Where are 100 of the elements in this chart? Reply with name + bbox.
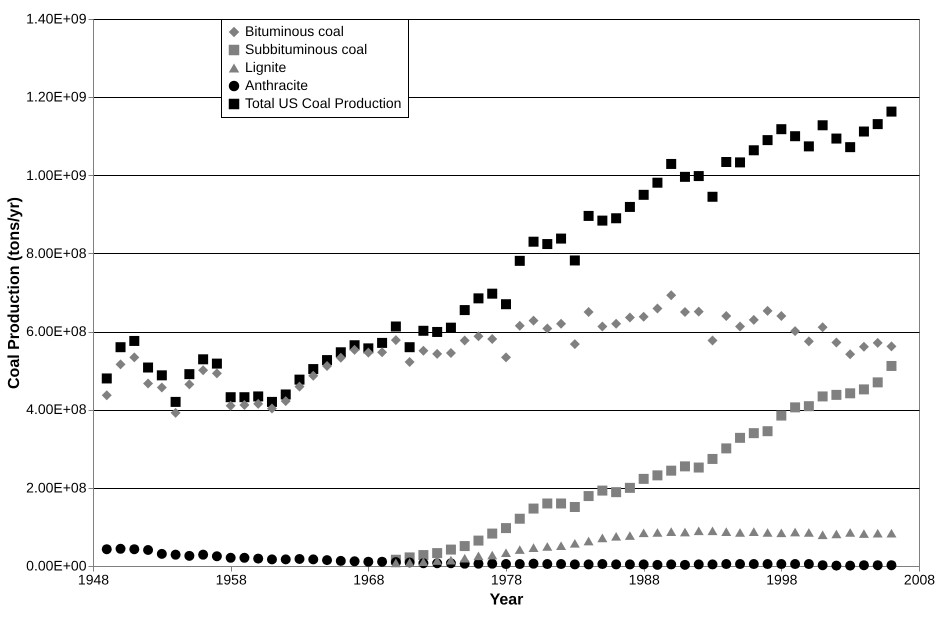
point: [584, 491, 594, 502]
point: [294, 374, 304, 385]
point: [652, 178, 662, 188]
point: [652, 528, 662, 537]
point: [762, 528, 773, 537]
point: [762, 426, 773, 436]
point: [487, 334, 498, 344]
point: [116, 544, 126, 554]
y-tick-label: 8.00E+08: [26, 244, 87, 261]
point: [762, 135, 773, 146]
point: [226, 552, 236, 563]
point: [542, 323, 552, 334]
point: [404, 357, 415, 368]
point: [597, 486, 608, 496]
point: [170, 550, 181, 560]
point: [390, 335, 401, 346]
point: [239, 400, 250, 410]
point: [570, 559, 580, 570]
point: [528, 236, 539, 247]
point: [102, 544, 112, 554]
point: [597, 559, 608, 570]
point: [584, 559, 594, 570]
point: [666, 290, 676, 300]
point: [514, 320, 525, 331]
point: [294, 554, 304, 564]
point: [294, 382, 304, 392]
point: [280, 396, 291, 406]
point: [377, 347, 388, 358]
x-tick-label: 1978: [490, 572, 522, 588]
point: [446, 556, 456, 564]
point: [432, 548, 442, 558]
point: [872, 377, 883, 388]
point: [363, 348, 374, 358]
point: [597, 321, 608, 332]
point: [280, 554, 291, 564]
point: [680, 560, 690, 570]
point: [886, 341, 896, 352]
point: [266, 554, 277, 564]
point: [872, 528, 883, 538]
point: [570, 539, 580, 548]
point: [239, 552, 250, 563]
point: [735, 432, 746, 443]
point: [597, 216, 608, 226]
point: [514, 514, 525, 524]
point: [460, 541, 470, 552]
point: [501, 559, 511, 570]
point: [528, 558, 539, 569]
point: [116, 359, 126, 370]
point: [762, 559, 773, 570]
point: [611, 318, 622, 329]
point: [624, 531, 635, 540]
point: [377, 338, 388, 348]
y-tick-label: 1.20E+09: [26, 88, 87, 105]
point: [666, 158, 676, 169]
point: [831, 134, 842, 144]
point: [666, 559, 676, 570]
point: [501, 548, 511, 558]
point: [886, 528, 896, 538]
point: [721, 443, 732, 454]
point: [556, 234, 566, 244]
point: [570, 255, 580, 266]
point: [666, 466, 676, 476]
point: [473, 558, 484, 569]
point: [818, 120, 828, 130]
point: [845, 142, 856, 152]
point: [514, 559, 525, 570]
point: [404, 342, 415, 352]
point: [184, 379, 194, 390]
point: [170, 408, 181, 418]
point: [694, 462, 704, 473]
point: [721, 559, 732, 570]
point: [487, 550, 498, 560]
point: [886, 360, 896, 371]
point: [790, 559, 800, 570]
x-tick-label: 1998: [766, 572, 798, 588]
point: [542, 542, 552, 551]
point: [253, 554, 264, 564]
point: [556, 498, 566, 508]
point: [570, 502, 580, 512]
point: [624, 202, 635, 212]
point: [570, 339, 580, 350]
point: [831, 560, 842, 571]
point: [239, 392, 250, 402]
point: [528, 543, 539, 552]
point: [872, 338, 883, 348]
point: [322, 360, 332, 371]
point: [680, 461, 690, 472]
point: [542, 559, 552, 570]
point: [198, 550, 208, 560]
point: [872, 560, 883, 570]
point: [336, 352, 346, 363]
point: [501, 352, 511, 362]
point: [804, 401, 814, 412]
point: [721, 527, 732, 536]
point: [170, 396, 181, 407]
x-axis-title: Year: [490, 592, 524, 608]
point: [350, 344, 360, 355]
point: [748, 314, 759, 325]
point: [680, 528, 690, 536]
point: [226, 400, 236, 411]
